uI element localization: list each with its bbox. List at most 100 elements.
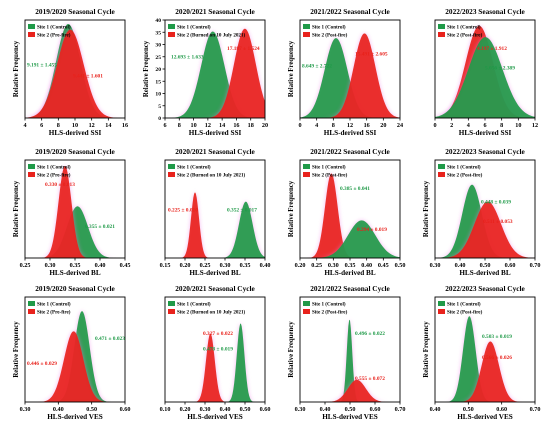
x-tick-label: 0.60 [496,406,507,413]
data-label: 17.187 ± 1.524 [227,46,260,52]
series-distribution-2 [25,165,125,258]
x-tick-label: 12 [205,122,211,129]
legend-swatch [438,24,445,29]
legend-entry: Site 1 (Control) [37,301,71,308]
x-tick-label: 16 [122,122,128,129]
legend-entry: Site 1 (Control) [312,164,346,171]
x-tick-label: 0.60 [120,406,131,413]
y-tick-label: 20 [155,67,161,73]
data-label: 0.566 ± 0.026 [482,355,512,361]
legend-entry: Site 2 (Post-fire) [447,309,483,316]
data-label: 0.355 ± 0.021 [85,224,115,230]
chart-panel-3: 0 4 8 12 16 20 24 HLS-derived SSI Relative Frequ… [288,7,403,137]
legend-entry: Site 1 (Control) [177,24,211,31]
chart-title: 2021/2022 Seasonal Cycle [310,147,390,156]
legend-entry: Site 2 (Burned on 10 July 2021) [177,32,246,39]
x-axis-label: HLS-derived VES [187,413,243,421]
x-tick-label: 0.30 [295,406,306,413]
y-axis-label: Relative Frequency [13,321,20,378]
x-tick-label: 0.70 [530,262,541,269]
legend-entry: Site 2 (Post-fire) [312,309,348,316]
x-tick-label: 8 [500,122,503,129]
chart-panel-2: 6 8 10 12 14 16 18 20 0 5 10 15 20 25 30 35 40 HLS-derive… [143,7,268,137]
x-tick-label: 12 [532,122,538,129]
legend-swatch [303,164,310,169]
x-tick-label: 0.50 [240,406,251,413]
legend-entry: Site 1 (Control) [447,301,481,308]
series-distribution-2 [300,33,400,118]
y-tick-label: 25 [155,55,161,61]
x-tick-label: 10 [515,122,521,129]
legend-swatch [168,164,175,169]
data-label: 0.448 ± 0.039 [481,200,511,206]
x-tick-label: 0.50 [345,406,356,413]
series-distribution-2 [300,379,400,402]
data-label: 0.225 ± 0.010 [168,207,198,213]
series-distribution-2 [300,220,400,258]
series-distribution-1 [165,192,265,258]
x-tick-label: 0.50 [86,406,97,413]
chart-title: 2019/2020 Seasonal Cycle [35,7,115,16]
chart-title: 2019/2020 Seasonal Cycle [35,147,115,156]
series-distribution-2 [25,331,125,402]
legend-entry: Site 2 (Pre-fire) [37,309,71,316]
x-tick-label: 0.30 [45,262,56,269]
plot-frame [24,296,126,403]
x-axis-label: HLS-derived VES [322,413,378,421]
x-tick-label: 0.20 [180,262,191,269]
chart-panel-5: 0.25 0.30 0.35 0.40 0.45 HLS-derived BL Relati… [13,147,130,277]
y-axis-label: Relative Frequency [143,40,150,97]
x-tick-label: 20 [262,122,268,129]
x-tick-label: 8 [178,122,181,129]
x-tick-label: 0.40 [260,262,271,269]
plot-frame [164,159,266,259]
x-tick-label: 0.20 [295,262,306,269]
chart-title: 2021/2022 Seasonal Cycle [310,284,390,293]
data-label: 0.294 ± 0.019 [357,227,387,233]
legend-entry: Site 1 (Control) [312,301,346,308]
x-tick-label: 0.50 [395,262,406,269]
x-tick-label: 0.10 [160,406,171,413]
legend-swatch [303,24,310,29]
x-tick-label: 12 [347,122,353,129]
x-axis-label: HLS-derived SSI [189,129,242,137]
x-tick-label: 0.40 [361,262,372,269]
y-axis-label: Relative Frequency [423,180,430,237]
x-tick-label: 0.25 [200,262,211,269]
chart-title: 2022/2023 Seasonal Cycle [445,7,525,16]
x-tick-label: 0.15 [160,262,171,269]
legend-entry: Site 2 (Post-fire) [447,172,483,179]
data-label: 8.649 ± 2.722 [302,63,332,69]
legend-swatch [168,172,175,177]
legend-entry: Site 2 (Post-fire) [447,32,483,39]
x-tick-label: 8 [57,122,60,129]
legend-entry: Site 2 (Burned on 10 July 2021) [177,172,246,179]
x-tick-label: 0.30 [430,262,441,269]
chart-title: 2020/2021 Seasonal Cycle [175,284,255,293]
x-tick-label: 2 [450,122,453,129]
y-axis-label: Relative Frequency [13,40,20,97]
x-tick-label: 0.45 [378,262,389,269]
x-axis-label: HLS-derived VES [47,413,103,421]
legend-entry: Site 1 (Control) [447,164,481,171]
legend-entry: Site 1 (Control) [312,24,346,31]
series-distribution-2 [435,201,535,258]
data-label: 5.056 ± 2.389 [485,65,515,71]
data-label: 0.503 ± 0.019 [482,334,512,340]
x-tick-label: 0.60 [505,262,516,269]
data-label: 0.446 ± 0.029 [27,361,57,367]
data-label: 9.191 ± 1.455 [27,63,57,69]
x-axis-label: HLS-derived VES [457,413,513,421]
legend-entry: Site 2 (Pre-fire) [37,172,71,179]
x-tick-label: 0.45 [120,262,131,269]
data-label: 0.471 ± 0.023 [95,336,125,342]
series-distribution-2 [165,323,265,402]
x-tick-label: 0.50 [480,262,491,269]
y-tick-label: 5 [158,104,161,110]
legend-swatch [438,164,445,169]
series-distribution-1 [165,333,265,402]
legend-swatch [303,309,310,314]
data-label: 0.385 ± 0.041 [340,186,370,192]
x-tick-label: 0.40 [320,406,331,413]
